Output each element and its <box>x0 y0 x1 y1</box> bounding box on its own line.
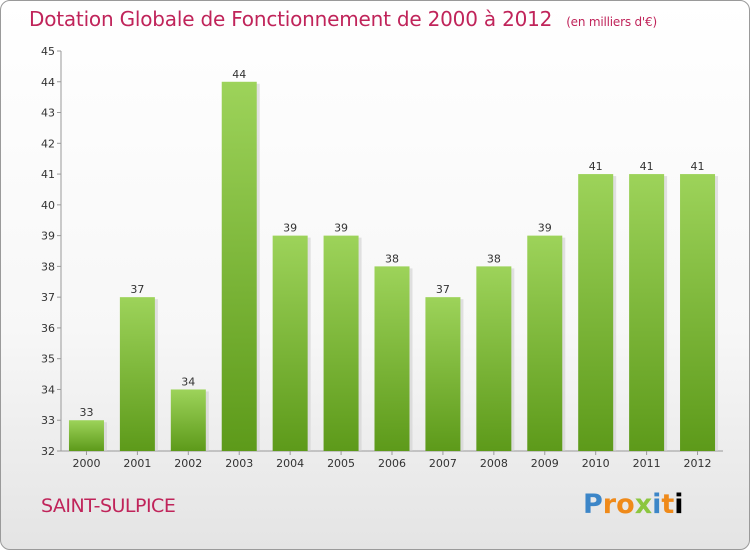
bar-value-label: 41 <box>640 160 654 173</box>
chart-title: Dotation Globale de Fonctionnement de 20… <box>29 7 657 31</box>
chart-labels: 33 2000 37 2001 34 2002 44 2003 39 2004 39 2005 38 20… <box>72 68 711 470</box>
x-tick-label: 2005 <box>327 457 355 470</box>
y-tick-label: 41 <box>41 168 55 181</box>
x-tick-label: 2008 <box>480 457 508 470</box>
bar-value-label: 34 <box>181 375 195 388</box>
x-tick-label: 2001 <box>123 457 151 470</box>
chart-subtitle: (en milliers d'€) <box>566 15 657 29</box>
y-tick-label: 40 <box>41 199 55 212</box>
proxiti-logo: Proxiti <box>583 489 684 520</box>
bar-value-label: 38 <box>385 252 399 265</box>
y-tick-label: 36 <box>41 322 55 335</box>
bar-value-label: 33 <box>79 406 93 419</box>
bar <box>476 266 512 451</box>
bar <box>272 235 308 451</box>
bar-value-label: 39 <box>538 222 552 235</box>
x-tick-label: 2003 <box>225 457 253 470</box>
logo-letter: i <box>652 489 662 520</box>
y-tick-label: 43 <box>41 107 55 120</box>
y-tick-label: 44 <box>41 76 55 89</box>
bar-value-label: 44 <box>232 68 246 81</box>
bar-value-label: 41 <box>589 160 603 173</box>
logo-letter: i <box>674 489 684 520</box>
x-tick-label: 2009 <box>531 457 559 470</box>
x-tick-label: 2011 <box>633 457 661 470</box>
y-tick-label: 37 <box>41 291 55 304</box>
x-tick-label: 2007 <box>429 457 457 470</box>
bar <box>425 297 461 451</box>
x-tick-label: 2010 <box>582 457 610 470</box>
x-tick-label: 2002 <box>174 457 202 470</box>
chart-bars <box>68 81 719 452</box>
logo-letter: r <box>602 489 617 520</box>
bar-value-label: 39 <box>334 222 348 235</box>
y-tick-label: 35 <box>41 353 55 366</box>
bar-value-label: 38 <box>487 252 501 265</box>
y-tick-label: 39 <box>41 230 55 243</box>
bar <box>119 297 155 451</box>
bar-value-label: 37 <box>436 283 450 296</box>
x-tick-label: 2006 <box>378 457 406 470</box>
logo-letter: t <box>661 489 675 520</box>
y-tick-label: 32 <box>41 445 55 458</box>
y-tick-label: 45 <box>41 45 55 58</box>
bar <box>374 266 410 451</box>
bar-value-label: 39 <box>283 222 297 235</box>
bar <box>323 235 359 451</box>
bar <box>527 235 563 451</box>
logo-letter: P <box>583 489 603 520</box>
bar <box>680 174 716 452</box>
logo-letter: x <box>634 489 653 520</box>
bar <box>629 174 665 452</box>
bar <box>68 420 104 451</box>
x-tick-label: 2012 <box>684 457 712 470</box>
logo-letter: o <box>616 489 635 520</box>
chart-axes: 32 33 34 35 36 37 38 39 40 41 42 43 44 45 <box>41 45 723 458</box>
bar-value-label: 37 <box>130 283 144 296</box>
x-tick-label: 2004 <box>276 457 304 470</box>
y-tick-label: 33 <box>41 414 55 427</box>
bar <box>578 174 614 452</box>
y-tick-label: 38 <box>41 260 55 273</box>
bar-value-label: 41 <box>691 160 705 173</box>
y-tick-label: 42 <box>41 137 55 150</box>
y-tick-label: 34 <box>41 383 55 396</box>
bar <box>221 81 257 452</box>
city-name: SAINT-SULPICE <box>41 495 176 517</box>
x-tick-label: 2000 <box>72 457 100 470</box>
chart-title-text: Dotation Globale de Fonctionnement de 20… <box>29 7 553 31</box>
bar <box>170 389 206 451</box>
